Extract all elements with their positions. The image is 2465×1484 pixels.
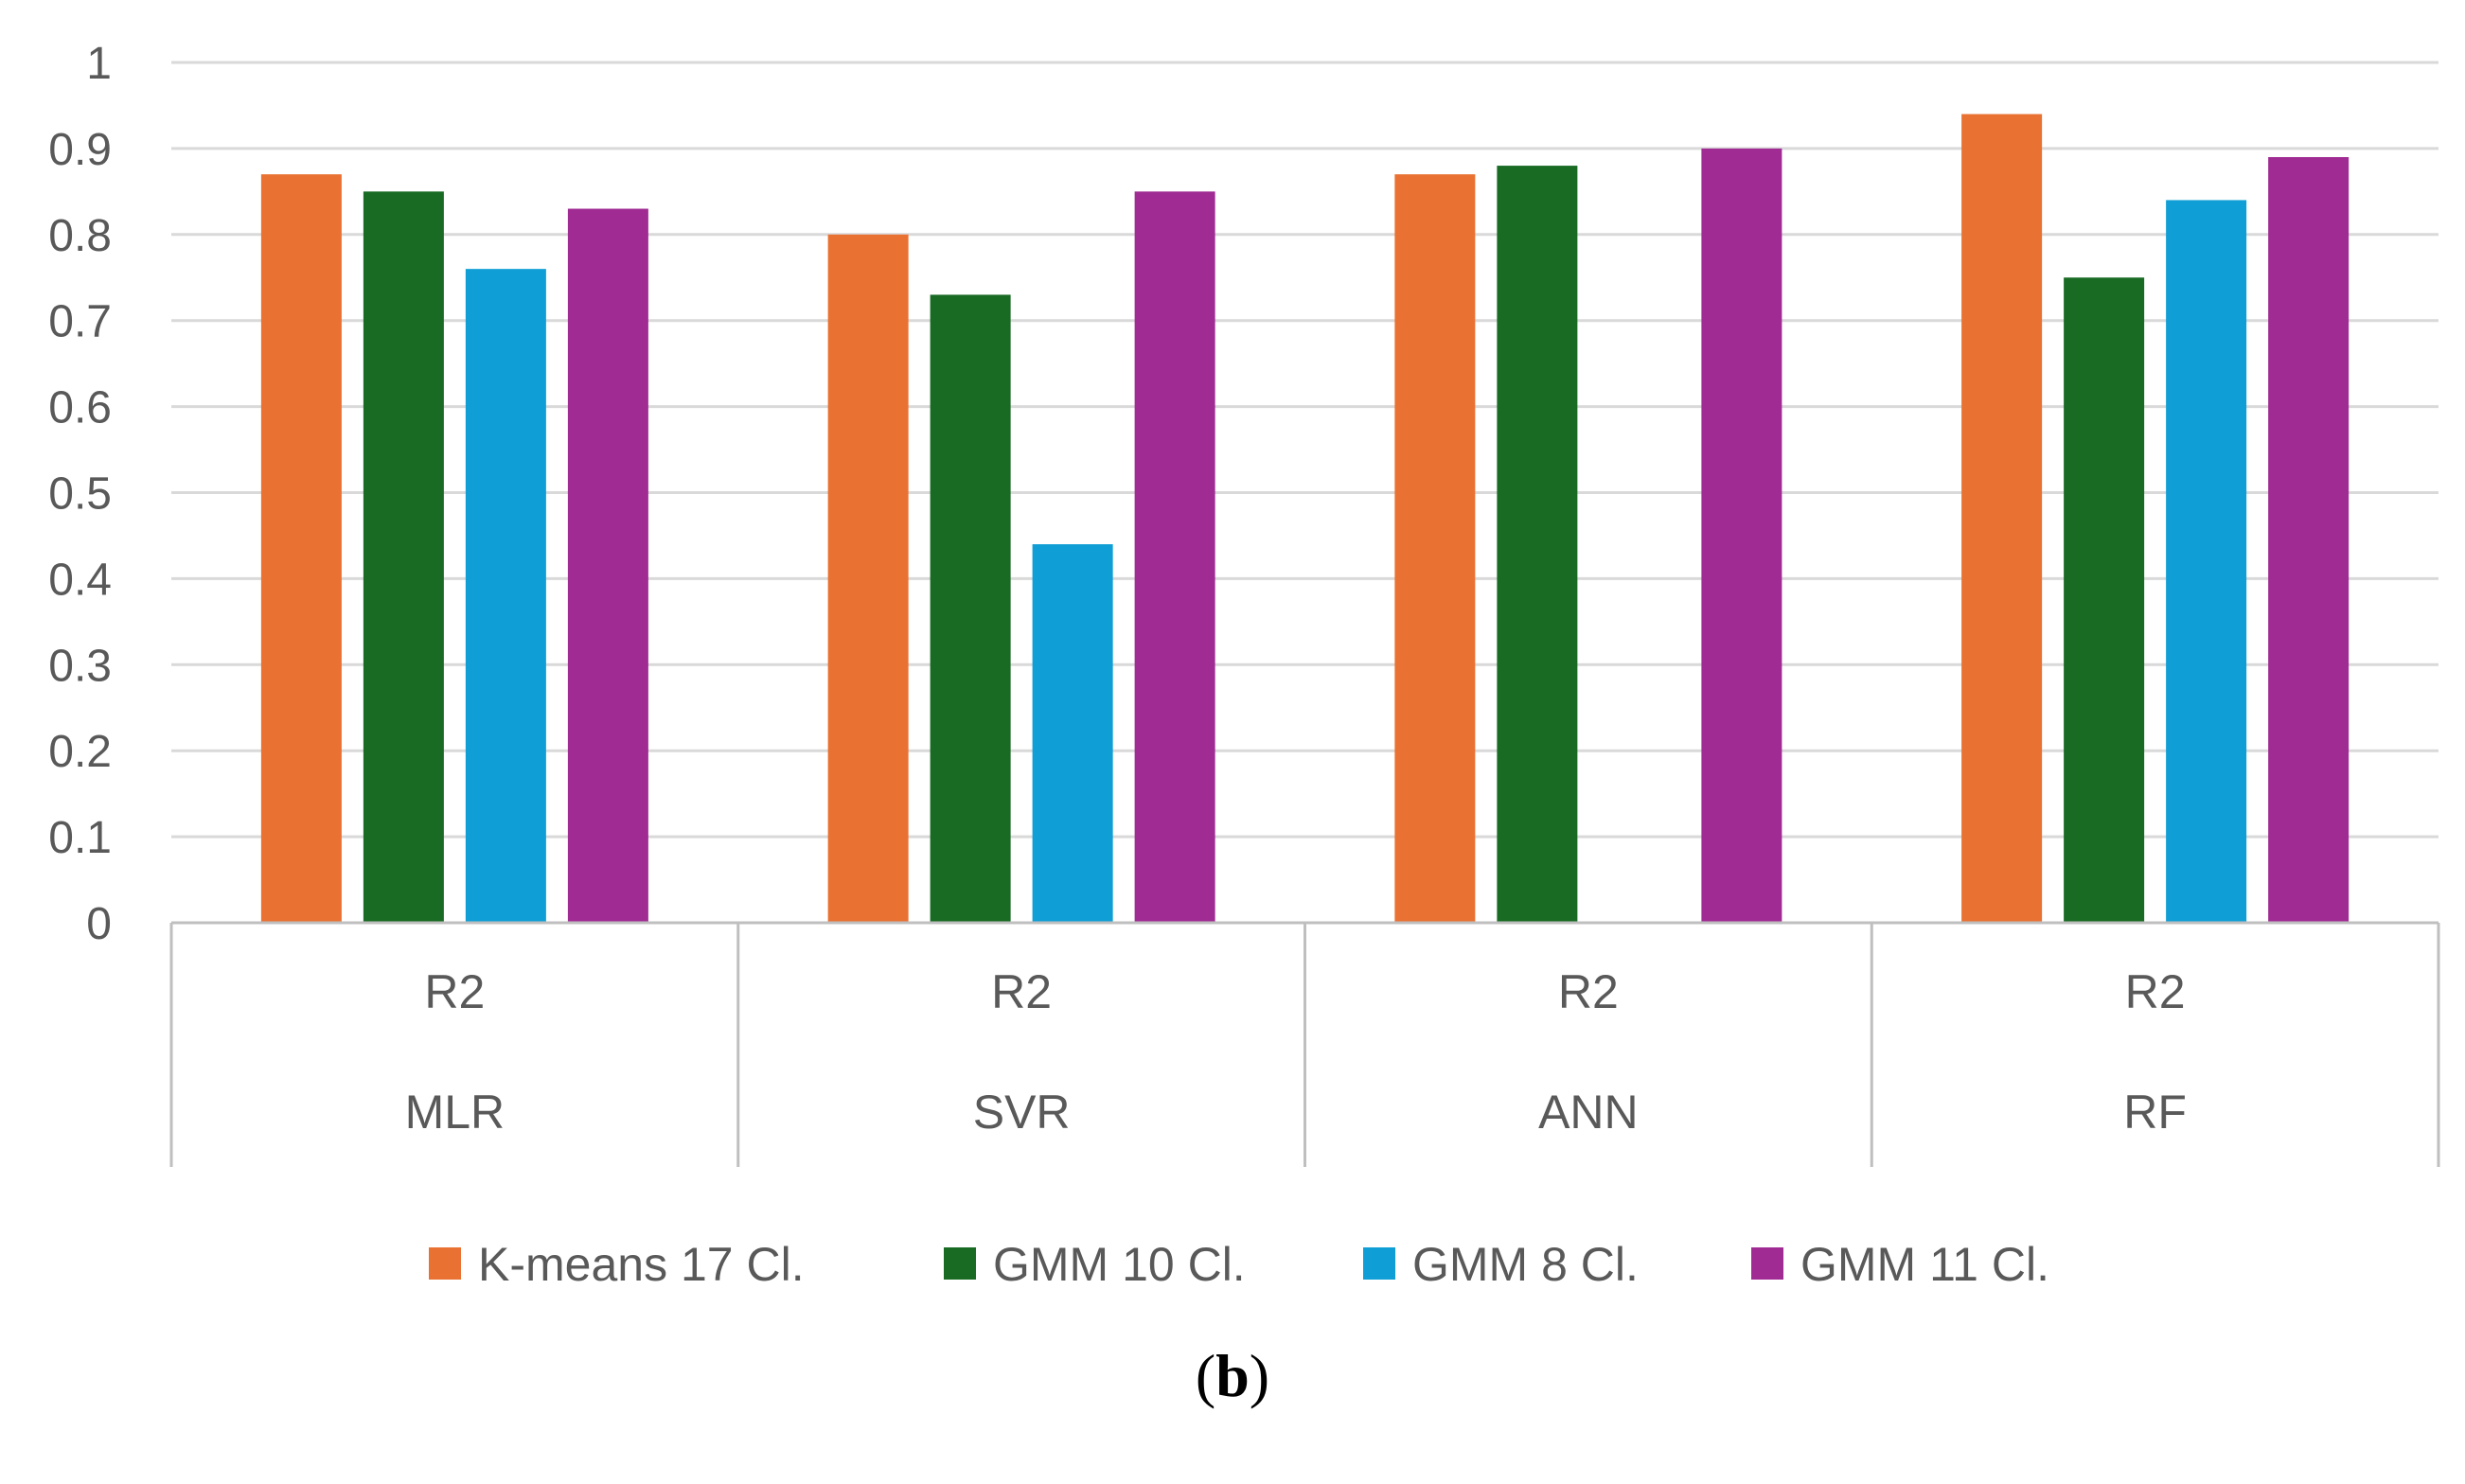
legend-label: GMM 8 Cl. (1412, 1238, 1639, 1291)
bar (930, 294, 1011, 923)
x-category-model-label: ANN (1538, 1086, 1639, 1139)
caption-close-paren: ) (1250, 1342, 1269, 1409)
legend-swatch (1751, 1247, 1783, 1280)
bar (2166, 200, 2247, 923)
y-tick-label: 0.9 (48, 125, 112, 175)
bar (1134, 191, 1215, 924)
bar (1497, 166, 1578, 923)
y-tick-label: 0.4 (48, 555, 112, 605)
caption-letter: b (1215, 1342, 1250, 1409)
y-tick-label: 0.2 (48, 727, 112, 777)
bar (1961, 114, 2043, 924)
x-category-metric-label: R2 (2125, 965, 2186, 1018)
y-tick-label: 0.6 (48, 383, 112, 433)
y-axis-tick-labels: 0 0.1 0.2 0.3 0.4 0.5 0.6 0.7 0.8 0.9 1 (48, 39, 112, 949)
bar (363, 191, 444, 924)
y-tick-label: 0.1 (48, 813, 112, 863)
gridlines (171, 61, 2438, 839)
y-tick-label: 0 (86, 899, 112, 949)
legend-label: GMM 10 Cl. (993, 1238, 1246, 1291)
legend-swatch (429, 1247, 461, 1280)
y-tick-label: 0.5 (48, 469, 112, 520)
bar (260, 174, 342, 924)
y-tick-label: 0.3 (48, 641, 112, 691)
x-axis: R2 MLR R2 SVR R2 ANN R2 RF (169, 921, 2440, 1167)
y-tick-label: 0.7 (48, 297, 112, 347)
legend: K-means 17 Cl. GMM 10 Cl. GMM 8 Cl. GMM 11 … (429, 1238, 2049, 1291)
bar (2064, 277, 2145, 923)
bar (1701, 148, 1782, 923)
figure-caption: (b) (1196, 1342, 1269, 1409)
x-category-metric-label: R2 (991, 965, 1052, 1018)
bars (260, 114, 2350, 924)
legend-swatch (1363, 1247, 1395, 1280)
x-category-model-label: SVR (973, 1086, 1071, 1139)
x-category-model-label: MLR (405, 1086, 505, 1139)
x-category-metric-label: R2 (1558, 965, 1619, 1018)
legend-label: K-means 17 Cl. (478, 1238, 805, 1291)
y-tick-label: 1 (86, 39, 112, 89)
legend-swatch (944, 1247, 976, 1280)
x-category-model-label: RF (2123, 1086, 2187, 1139)
bar (1032, 544, 1113, 923)
x-category-metric-label: R2 (424, 965, 485, 1018)
y-tick-label: 0.8 (48, 211, 112, 261)
caption-open-paren: ( (1196, 1342, 1215, 1409)
bar (1394, 174, 1476, 924)
bar (2268, 156, 2350, 924)
bar (827, 234, 909, 924)
bar (465, 269, 546, 923)
bar (567, 208, 648, 923)
legend-label: GMM 11 Cl. (1800, 1238, 2049, 1291)
